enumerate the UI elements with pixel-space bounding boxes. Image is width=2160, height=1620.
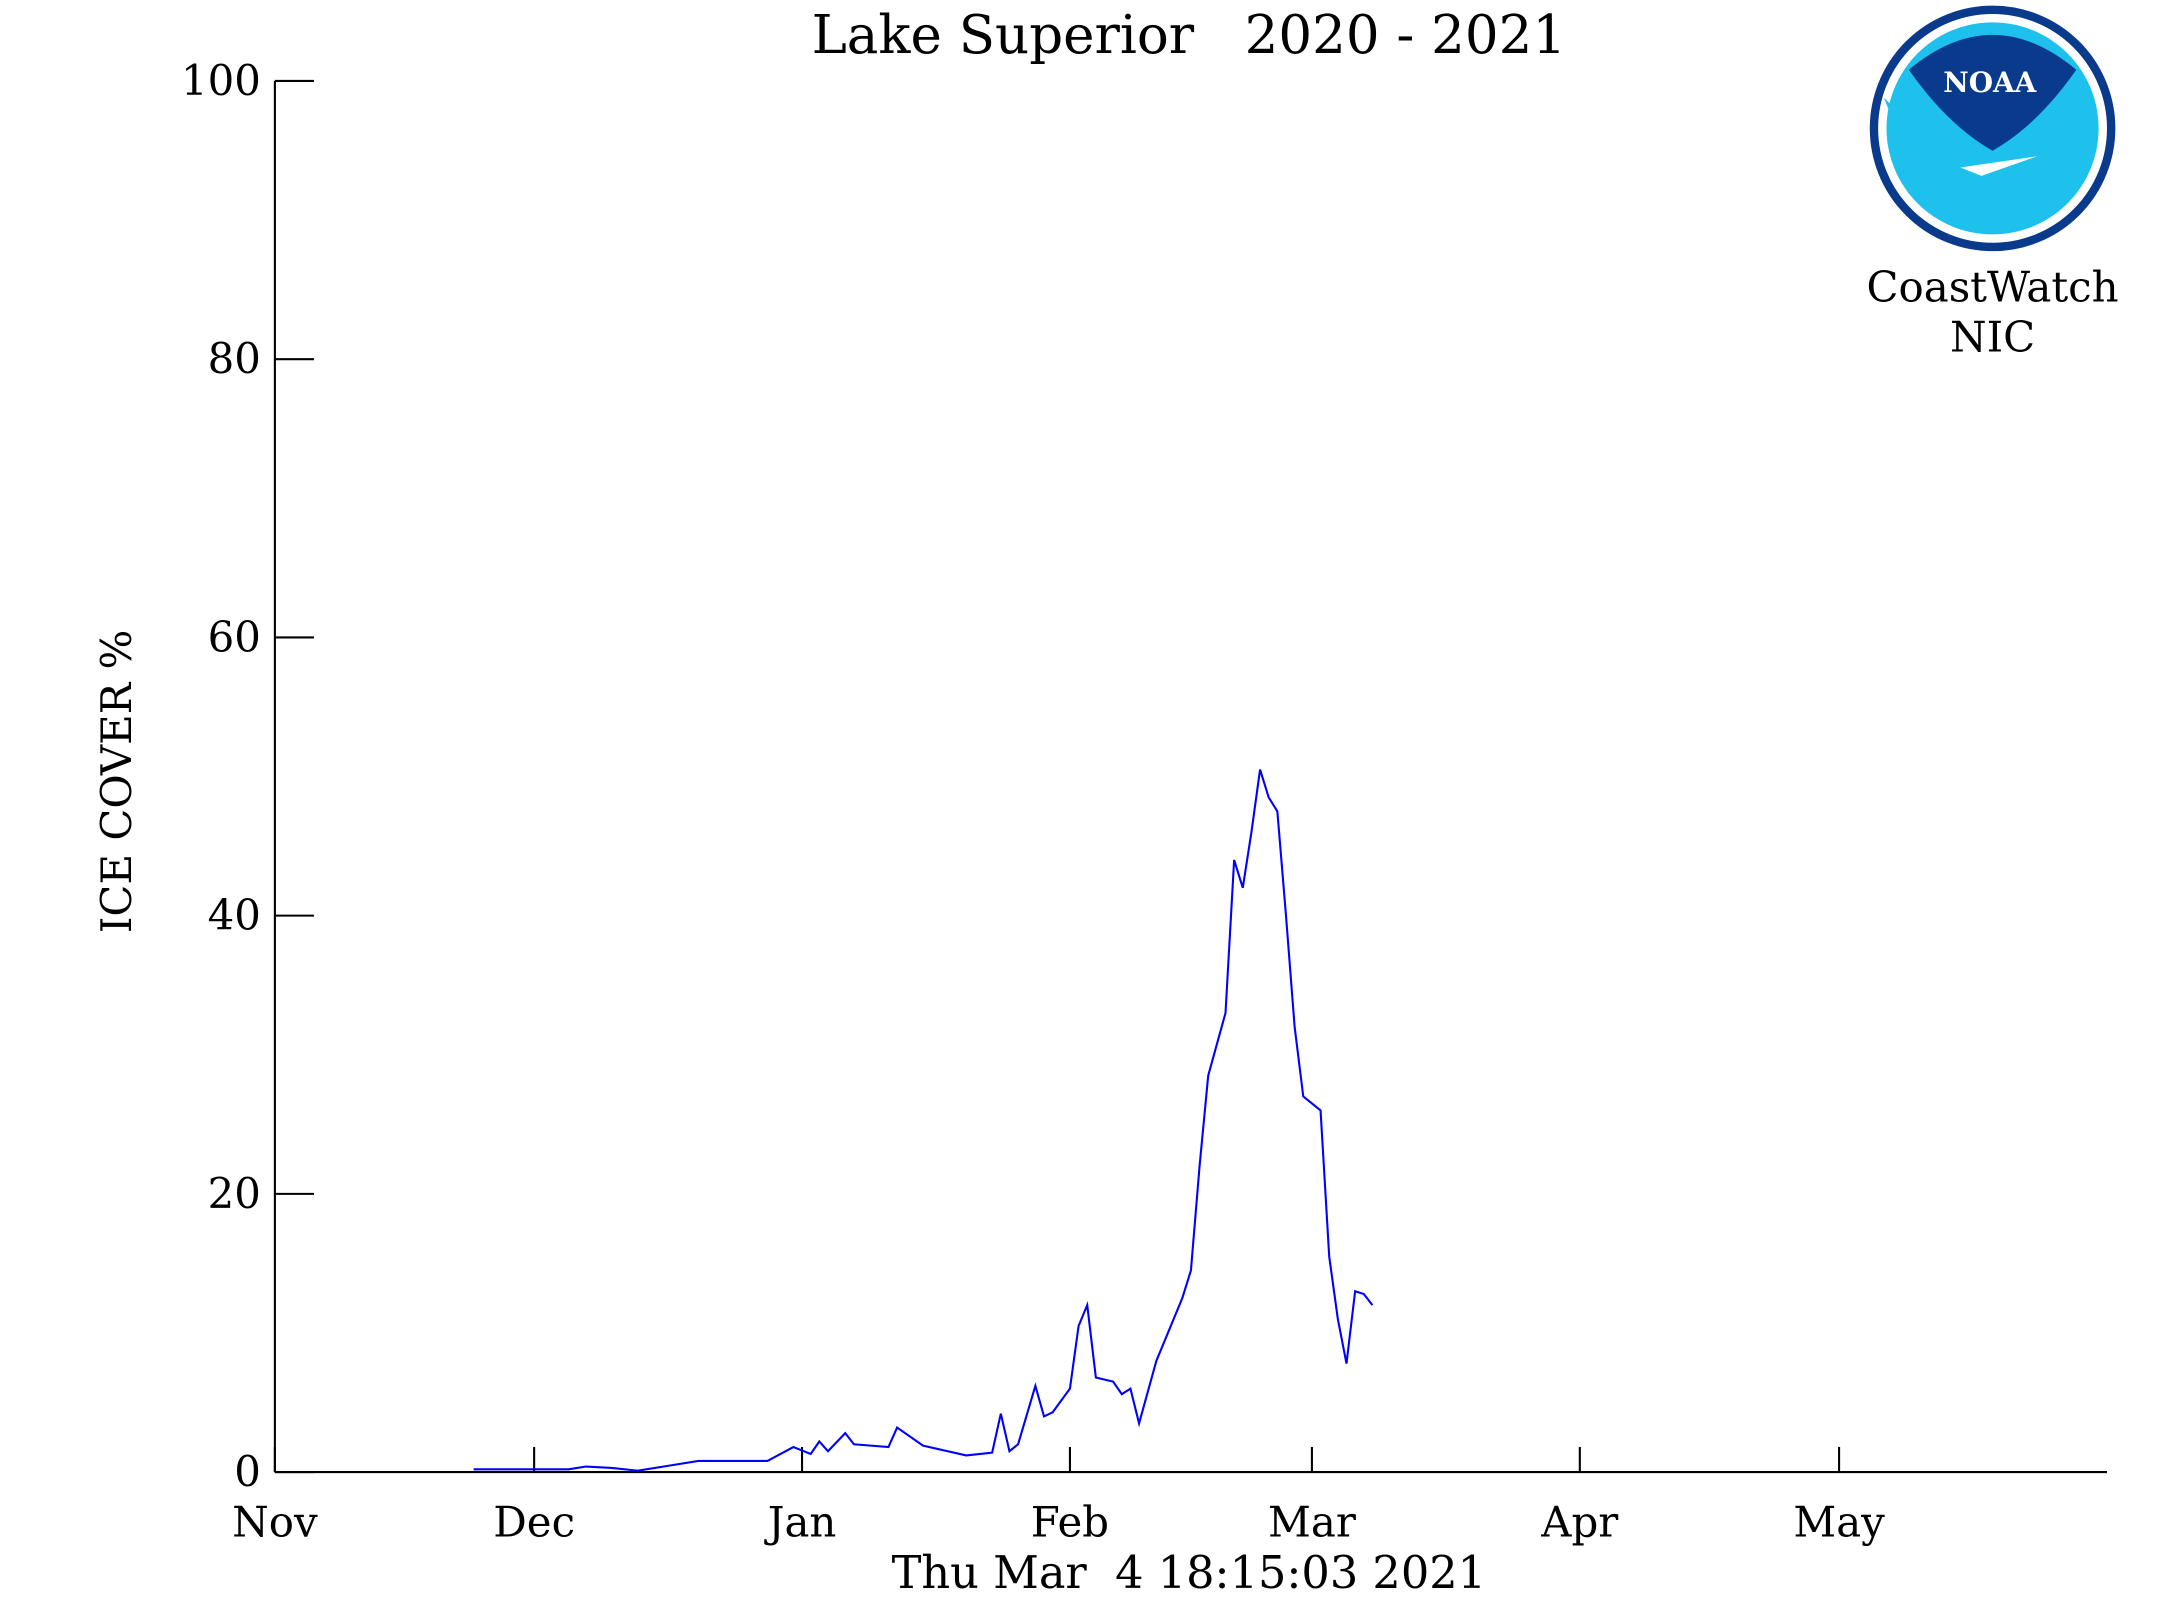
y-tick-label: 100 [181, 56, 261, 105]
y-axis-label: ICE COVER % [92, 630, 141, 933]
y-tick-label: 80 [208, 334, 261, 383]
x-tick-label: May [1793, 1497, 1885, 1546]
x-tick-label: Dec [493, 1497, 575, 1546]
x-tick-label: Apr [1540, 1497, 1619, 1546]
x-tick-label: Mar [1268, 1497, 1357, 1546]
x-tick-label: Nov [232, 1497, 318, 1546]
chart-title: Lake Superior 2020 - 2021 [812, 4, 1567, 66]
logo-wave [1883, 97, 2094, 224]
logo-wing [1960, 156, 2038, 176]
y-tick-label: 60 [208, 612, 261, 661]
y-tick-label: 40 [208, 891, 261, 940]
data-line [473, 769, 1374, 1472]
x-tick-label: Jan [764, 1497, 837, 1546]
y-tick-label: 20 [208, 1169, 261, 1218]
y-tick-label: 0 [234, 1447, 261, 1496]
logo-emblem: NOAA [1943, 66, 2036, 99]
logo-bird [1908, 34, 2077, 151]
logo-text: NIC [1950, 313, 2035, 362]
x-tick-label: Feb [1031, 1497, 1109, 1546]
logo: NOAA CoastWatch NIC [1867, 5, 2119, 362]
logo-text: CoastWatch [1867, 262, 2119, 311]
footer: Thu Mar 4 18:15:03 2021 [892, 1547, 1486, 1599]
